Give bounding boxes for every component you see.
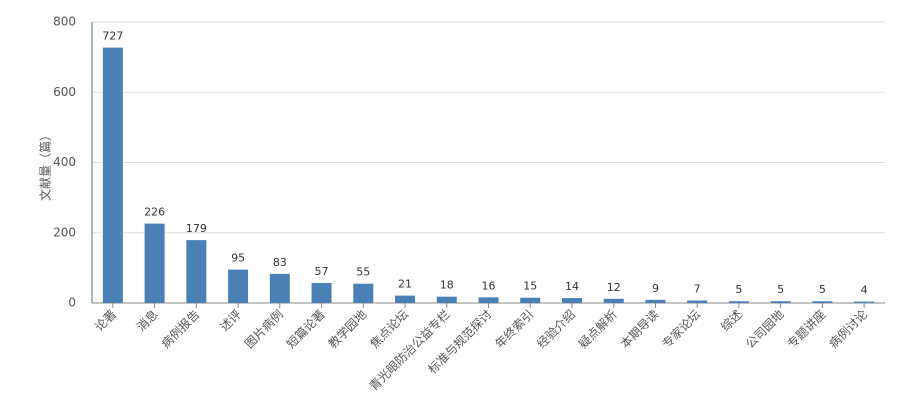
bar (228, 269, 249, 303)
bar (812, 301, 833, 303)
value-label: 5 (735, 283, 742, 296)
bar (186, 240, 207, 303)
x-tick-label: 论著 (92, 307, 119, 334)
value-label: 95 (231, 252, 245, 265)
x-tick-label: 图片病例 (241, 307, 286, 352)
bar (478, 297, 499, 303)
x-tick-label: 公司园地 (743, 307, 787, 351)
value-label: 9 (652, 282, 659, 295)
x-tick-label: 述评 (217, 307, 244, 334)
bar (687, 300, 708, 303)
y-tick-label: 400 (53, 155, 76, 169)
x-tick-label: 本期导读 (618, 307, 662, 351)
y-tick-label: 800 (53, 15, 76, 29)
value-label: 4 (861, 284, 868, 297)
bar (436, 296, 457, 303)
bar (395, 295, 416, 303)
y-tick-label: 600 (53, 85, 76, 99)
x-tick-label: 教学园地 (325, 307, 370, 352)
bar (102, 47, 123, 303)
bar (269, 273, 290, 303)
y-axis-label: 文献量（篇） (38, 129, 53, 201)
value-label: 15 (523, 280, 537, 293)
value-label: 12 (607, 281, 621, 294)
bar (353, 283, 374, 303)
value-label: 16 (482, 279, 496, 292)
value-label: 14 (565, 280, 579, 293)
x-tick-label: 病例报告 (158, 307, 203, 352)
value-label: 5 (777, 283, 784, 296)
value-label: 179 (186, 222, 207, 235)
x-tick-label: 经验介绍 (534, 307, 579, 352)
bar (561, 298, 582, 303)
value-label: 21 (398, 278, 412, 291)
value-label: 7 (694, 283, 701, 296)
bar (770, 301, 791, 303)
value-label: 57 (315, 265, 329, 278)
bar (728, 301, 749, 303)
x-tick-label: 青光眼防治公益专栏 (366, 307, 453, 394)
x-tick-label: 专家论坛 (659, 307, 704, 352)
bar (311, 282, 332, 303)
x-tick-label: 疑点解析 (575, 307, 620, 352)
y-tick-label: 0 (68, 296, 76, 310)
bar (603, 298, 624, 303)
value-label: 83 (273, 256, 287, 269)
value-label: 226 (144, 206, 165, 219)
x-tick-label: 病例讨论 (826, 307, 871, 352)
bar (144, 223, 165, 303)
x-tick-label: 消息 (133, 307, 161, 335)
value-label: 18 (440, 279, 454, 292)
x-tick-label: 专题讲座 (784, 307, 829, 352)
value-label: 5 (819, 283, 826, 296)
bar (645, 299, 666, 303)
x-tick-label: 短篇论著 (283, 307, 328, 352)
value-label: 727 (102, 30, 123, 43)
x-tick-label: 年终索引 (492, 307, 537, 352)
y-tick-label: 200 (53, 225, 76, 239)
x-tick-label: 综述 (718, 307, 745, 334)
value-label: 55 (356, 266, 370, 279)
bar (520, 297, 541, 303)
bar (854, 301, 875, 303)
